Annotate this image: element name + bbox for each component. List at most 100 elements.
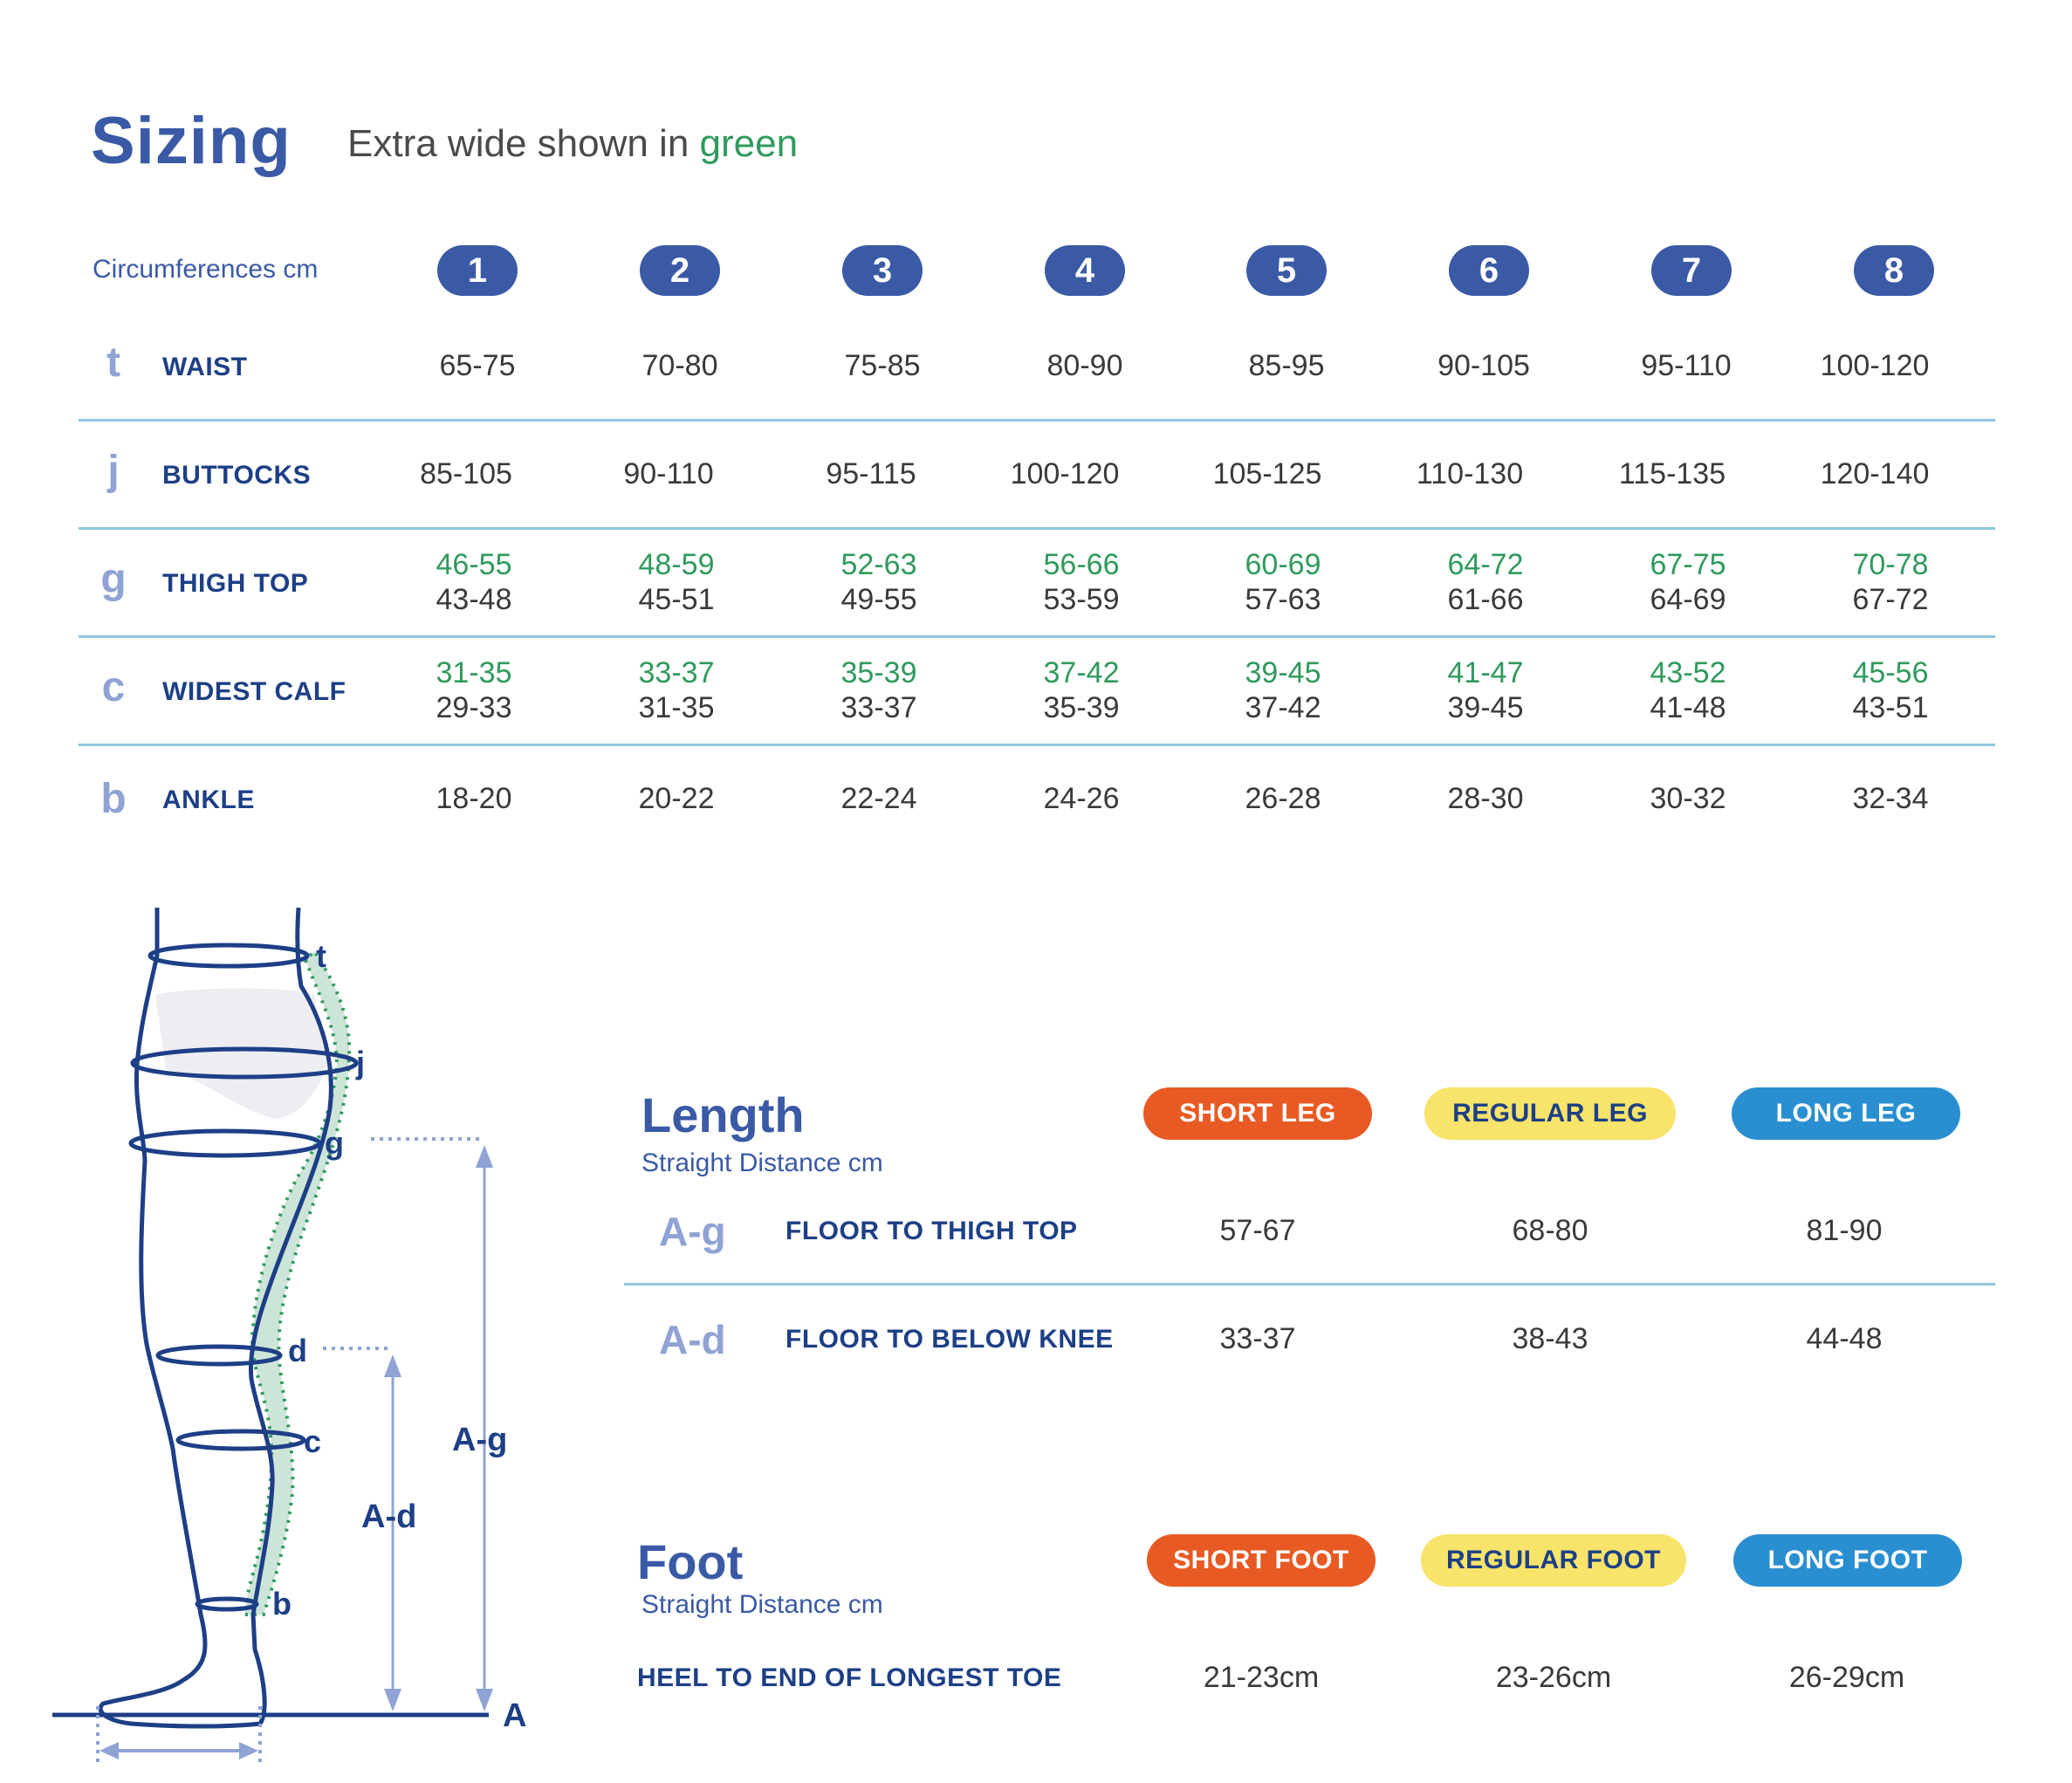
- cell-extra-wide: 33-37: [638, 656, 715, 689]
- subtitle-green-word: green: [699, 122, 799, 165]
- diagram-label-a: A: [503, 1697, 526, 1734]
- length-title: Length: [641, 1087, 805, 1142]
- leg-outline: [98, 907, 333, 1729]
- cell-value: 20-22: [638, 782, 715, 815]
- cell-value: 39-45: [1447, 691, 1524, 724]
- cell-extra-wide: 39-45: [1245, 656, 1321, 689]
- length-name: FLOOR TO THIGH TOP: [786, 1217, 1078, 1245]
- cell-extra-wide: 48-59: [638, 548, 715, 581]
- size-badge-6: 6: [1449, 245, 1529, 296]
- leg-diagram: t j g d c b A A-g A-d: [52, 907, 526, 1763]
- cell-extra-wide: 31-35: [436, 656, 512, 689]
- row-divider: [79, 744, 1995, 746]
- cell-value: 61-66: [1447, 583, 1524, 616]
- page-title: Sizing: [91, 104, 292, 178]
- cell-value: 70-80: [641, 349, 718, 382]
- length-code: A-g: [659, 1209, 726, 1254]
- cell-extra-wide: 64-72: [1447, 548, 1524, 581]
- cell-extra-wide: 67-75: [1650, 548, 1726, 581]
- row-name: WIDEST CALF: [162, 677, 346, 706]
- arrowhead-a-g-top: [476, 1145, 493, 1168]
- cell-value: 67-72: [1852, 583, 1929, 616]
- foot-arrowhead-right: [239, 1742, 258, 1759]
- ring-t: [148, 943, 310, 969]
- size-badge-5: 5: [1246, 245, 1327, 296]
- length-value: 68-80: [1512, 1214, 1588, 1247]
- cell-value: 100-120: [1820, 349, 1930, 382]
- diagram-label-b: b: [272, 1586, 292, 1622]
- cell-extra-wide: 56-66: [1043, 548, 1120, 581]
- cell-extra-wide: 46-55: [436, 548, 512, 581]
- foot-row-name: HEEL TO END OF LONGEST TOE: [637, 1663, 1062, 1692]
- size-badge-1: 1: [437, 245, 518, 296]
- cell-extra-wide: 70-78: [1852, 548, 1929, 581]
- length-subtitle: Straight Distance cm: [641, 1149, 883, 1177]
- length-value: 81-90: [1806, 1214, 1883, 1247]
- cell-value: 80-90: [1046, 349, 1123, 382]
- pill-short-foot: SHORT FOOT: [1147, 1534, 1376, 1587]
- cell-value: 43-51: [1852, 691, 1929, 724]
- foot-value: 23-26cm: [1495, 1661, 1612, 1694]
- cell-extra-wide: 60-69: [1245, 548, 1321, 581]
- ring-d: [155, 1344, 283, 1367]
- cell-extra-wide: 37-42: [1043, 656, 1120, 689]
- cell-extra-wide: 41-47: [1447, 656, 1524, 689]
- cell-value: 65-75: [439, 349, 516, 382]
- row-letter: c: [101, 664, 126, 710]
- row-divider: [79, 419, 1995, 422]
- row-divider: [79, 527, 1995, 530]
- arrowhead-a-d-top: [384, 1354, 401, 1377]
- pill-long-foot: LONG FOOT: [1733, 1534, 1962, 1587]
- cell-value: 95-110: [1641, 349, 1732, 382]
- cell-value: 85-95: [1248, 349, 1325, 382]
- size-badge-2: 2: [640, 245, 720, 296]
- briefs-shading: [155, 988, 327, 1119]
- cell-value: 26-28: [1245, 782, 1321, 815]
- row-name: THIGH TOP: [162, 569, 309, 598]
- cell-value: 49-55: [840, 583, 917, 616]
- size-badge-3: 3: [842, 245, 923, 296]
- circumferences-label: Circumferences cm: [93, 255, 319, 284]
- cell-value: 24-26: [1043, 782, 1120, 815]
- diagram-label-a-g: A-g: [452, 1422, 507, 1458]
- foot-subtitle: Straight Distance cm: [641, 1590, 883, 1619]
- length-value: 33-37: [1219, 1322, 1296, 1355]
- length-value: 44-48: [1806, 1322, 1883, 1355]
- diagram-label-a-d: A-d: [361, 1498, 416, 1535]
- cell-value: 31-35: [638, 691, 715, 724]
- cell-value: 64-69: [1650, 583, 1726, 616]
- cell-value: 110-130: [1416, 457, 1524, 490]
- cell-extra-wide: 43-52: [1650, 656, 1726, 689]
- diagram-label-d: d: [288, 1333, 307, 1368]
- cell-extra-wide: 45-56: [1852, 656, 1929, 689]
- pill-regular-leg: REGULAR LEG: [1424, 1087, 1676, 1140]
- cell-extra-wide: 35-39: [840, 656, 917, 689]
- cell-value: 105-125: [1212, 457, 1322, 490]
- diagram-label-t: t: [316, 938, 326, 974]
- arrowhead-a-g-bottom: [476, 1689, 493, 1711]
- foot-value: 21-23cm: [1203, 1661, 1320, 1694]
- cell-value: 35-39: [1043, 691, 1120, 724]
- cell-value: 18-20: [436, 782, 512, 815]
- foot-value: 26-29cm: [1788, 1661, 1905, 1694]
- row-name: BUTTOCKS: [162, 461, 312, 490]
- row-letter: b: [100, 776, 127, 822]
- cell-value: 85-105: [420, 457, 512, 490]
- cell-extra-wide: 52-63: [840, 548, 917, 581]
- page-subtitle: Extra wide shown in green: [347, 122, 798, 166]
- row-name: WAIST: [162, 353, 248, 381]
- diagram-label-g: g: [325, 1125, 344, 1161]
- length-value: 38-43: [1512, 1322, 1588, 1355]
- size-badge-7: 7: [1651, 245, 1732, 296]
- length-code: A-d: [659, 1317, 726, 1362]
- cell-value: 29-33: [436, 691, 512, 724]
- ring-g: [128, 1128, 322, 1158]
- extra-wide-region: [242, 948, 352, 1616]
- row-letter: j: [107, 448, 120, 494]
- cell-value: 57-63: [1245, 583, 1321, 616]
- cell-value: 45-51: [638, 583, 715, 616]
- row-name: ANKLE: [162, 785, 255, 814]
- row-letter: g: [100, 556, 127, 602]
- length-name: FLOOR TO BELOW KNEE: [786, 1325, 1114, 1354]
- size-badge-4: 4: [1045, 245, 1125, 296]
